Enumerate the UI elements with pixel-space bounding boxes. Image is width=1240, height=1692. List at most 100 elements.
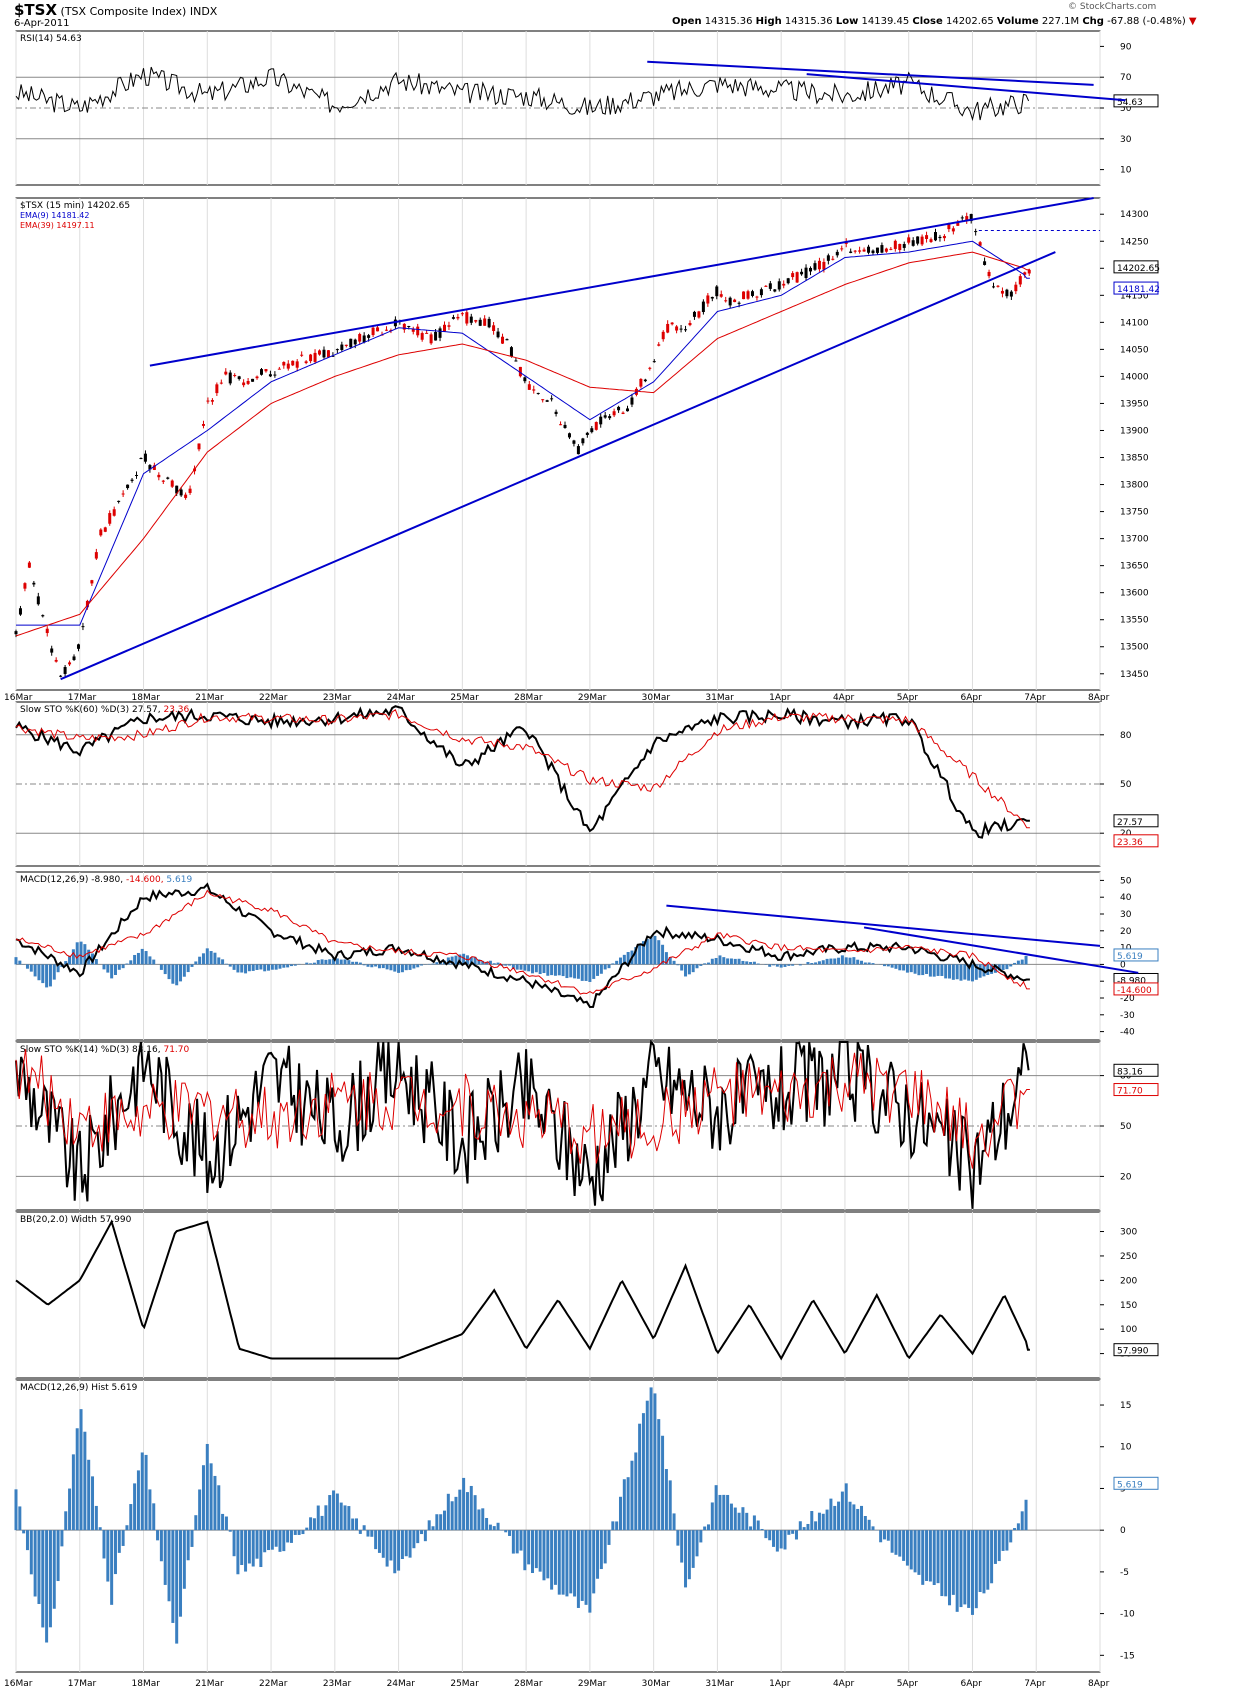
y-tick-label-price: 13900 — [1120, 426, 1149, 436]
hist-bar — [718, 1494, 722, 1531]
hist-bar — [110, 1530, 114, 1605]
hist-bar — [37, 1530, 41, 1604]
candle-body — [148, 465, 152, 470]
hist-bar — [706, 1524, 710, 1531]
hist-bar — [955, 1530, 959, 1612]
macd-hist-bar — [542, 964, 546, 974]
y-tick-label-price: 14300 — [1120, 210, 1149, 220]
hist-bar — [714, 1485, 718, 1531]
hist-bar — [473, 1495, 477, 1531]
candle-body — [358, 334, 362, 342]
candle-body — [532, 389, 536, 391]
hist-bar — [94, 1505, 98, 1531]
macd-hist-bar — [136, 952, 140, 965]
candle-body — [893, 240, 897, 249]
sto14-k-value-box — [1113, 1063, 1159, 1077]
chart-date: 6-Apr-2011 — [14, 18, 70, 29]
x-tick-label-22Mar: 22Mar — [259, 1679, 288, 1689]
macd-hist-bar — [672, 960, 676, 965]
hist-bar — [515, 1530, 519, 1554]
candle-body — [670, 322, 674, 325]
x-tick-label-21Mar: 21Mar — [195, 1679, 224, 1689]
hist-bar — [462, 1477, 466, 1531]
candle-body — [867, 246, 871, 253]
candle-body — [322, 349, 326, 358]
macd-hist-bar — [282, 964, 286, 968]
sto14-label: Slow STO %K(14) %D(3) 83.16, 71.70 — [20, 1045, 190, 1055]
candle-body — [460, 313, 464, 315]
macd-hist-bar — [45, 964, 49, 988]
hist-bar — [618, 1496, 622, 1531]
candle-body — [362, 335, 366, 343]
candle-body — [541, 399, 545, 401]
hist-bar — [749, 1526, 753, 1531]
macd-hist-bar — [722, 957, 726, 965]
macd-hist-bar — [718, 955, 722, 965]
hist-bar — [745, 1512, 749, 1531]
candle-body — [880, 245, 884, 253]
macd-hist-bar — [806, 962, 810, 965]
macd-hist-bar — [431, 963, 435, 965]
hist-bar — [630, 1460, 634, 1531]
candle-body — [902, 244, 906, 248]
hist-bar — [408, 1530, 412, 1558]
candle-body — [956, 222, 960, 226]
hist-bar — [263, 1530, 267, 1553]
candle-body — [733, 299, 737, 303]
macd-hist-bar — [546, 964, 550, 976]
macd-hist-bar — [852, 957, 856, 965]
macd-hist-bar — [733, 958, 737, 965]
macd-hist-bar — [882, 964, 886, 967]
hist-bar — [404, 1530, 408, 1557]
macd-hist-bar — [661, 944, 665, 965]
macd-hist-bar — [332, 958, 336, 965]
macd-hist-bar — [309, 963, 313, 965]
hist-bar — [840, 1491, 844, 1531]
macd-hist-bar — [844, 957, 848, 965]
hist-bar — [764, 1530, 768, 1539]
macd-hist-value-box — [1113, 948, 1159, 962]
hist-bar — [890, 1530, 894, 1553]
macd-hist-bar — [462, 953, 466, 965]
macd-hist-bar — [940, 964, 944, 976]
macd-hist-bar — [664, 952, 668, 965]
candle-body — [559, 424, 563, 426]
hist-bar — [385, 1530, 389, 1567]
hist-bar — [370, 1530, 374, 1537]
hist-bar — [653, 1393, 657, 1531]
y-tick-label-hist: -5 — [1120, 1568, 1129, 1578]
candle-body — [942, 235, 946, 239]
sto14-k-value: 83.16 — [1117, 1067, 1143, 1077]
candle-body — [777, 281, 781, 290]
hist-bar — [928, 1530, 932, 1582]
candle-body — [951, 228, 955, 232]
macd-hist-bar — [347, 960, 351, 965]
y-tick-label-bbw: 250 — [1120, 1252, 1137, 1262]
hist-bar — [508, 1530, 512, 1536]
y-tick-label-rsi: 10 — [1120, 166, 1132, 176]
y-tick-label-rsi: 70 — [1120, 73, 1132, 83]
hist-bar — [948, 1530, 952, 1606]
macd-hist-bar — [1009, 964, 1013, 967]
candle-body — [889, 248, 893, 250]
macd-hist-bar — [860, 960, 864, 965]
x-tick-label-29Mar: 29Mar — [578, 693, 607, 703]
y-tick-label-rsi: 90 — [1120, 42, 1132, 52]
hist-bar — [959, 1530, 963, 1608]
y-tick-label-price: 13600 — [1120, 589, 1149, 599]
hist-bar — [324, 1505, 328, 1531]
macd-hist-bar — [951, 964, 955, 980]
hist-bar — [963, 1530, 967, 1605]
x-tick-label-5Apr: 5Apr — [897, 1679, 919, 1689]
y-tick-label-bbw: 100 — [1120, 1325, 1137, 1335]
candle-body — [1005, 289, 1009, 297]
macd-hist-bar — [508, 964, 512, 966]
hist-bar — [454, 1496, 458, 1531]
hist-bar — [305, 1527, 309, 1531]
candle-body — [715, 286, 719, 297]
y-tick-label-macd: -20 — [1120, 994, 1135, 1004]
macd-hist-bar — [584, 964, 588, 981]
x-tick-label-1Apr: 1Apr — [769, 1679, 791, 1689]
macd-hist-bar — [576, 964, 580, 979]
hist-bar — [209, 1463, 213, 1531]
